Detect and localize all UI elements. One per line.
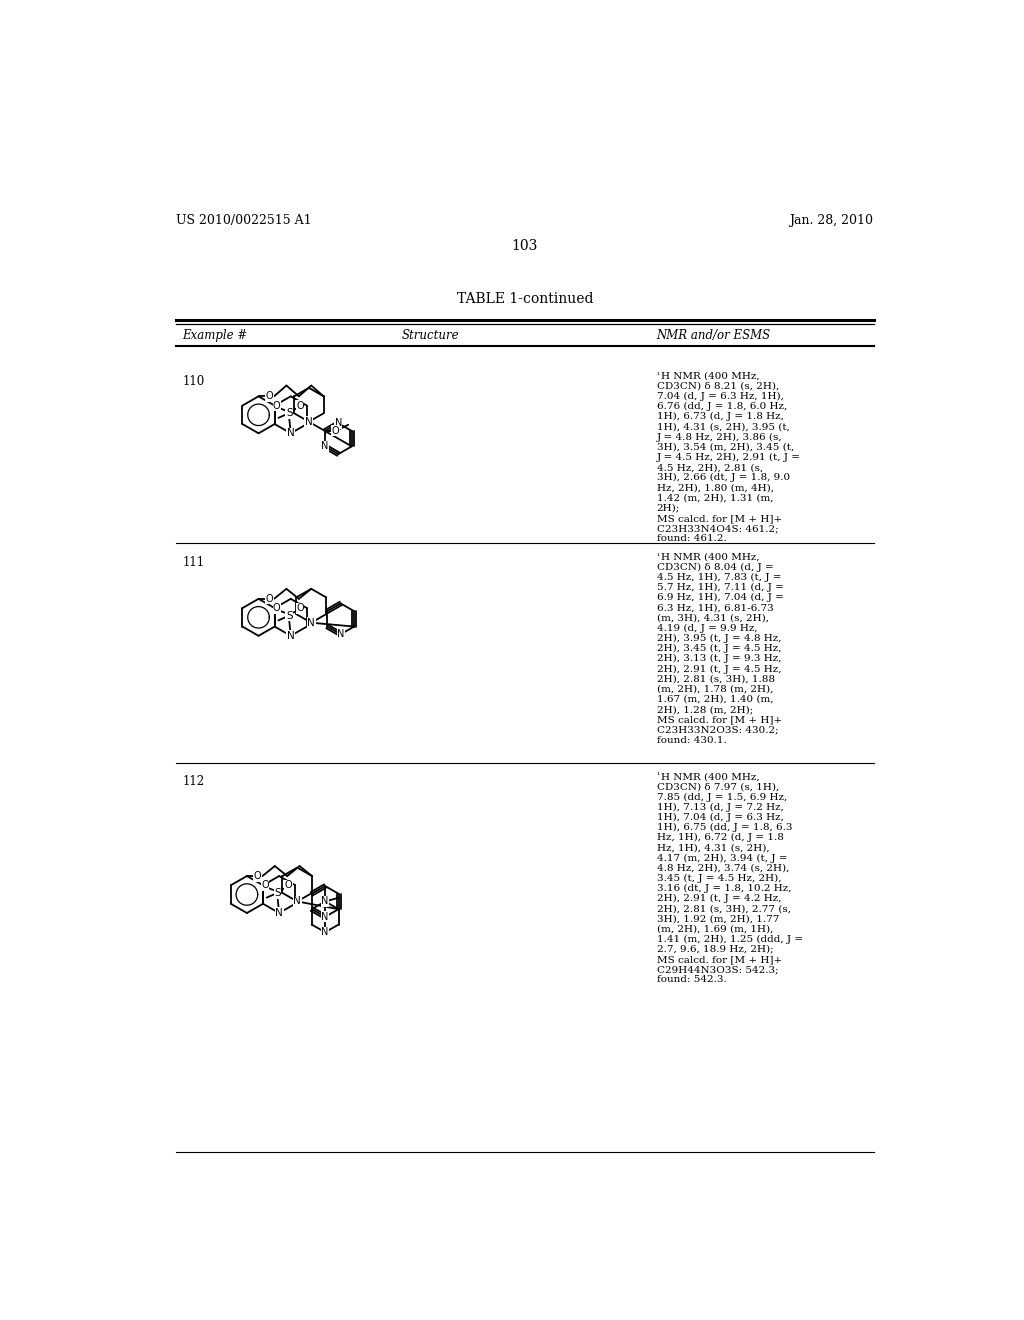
Text: 5.7 Hz, 1H), 7.11 (d, J =: 5.7 Hz, 1H), 7.11 (d, J = [656, 583, 783, 593]
Text: 6.9 Hz, 1H), 7.04 (d, J =: 6.9 Hz, 1H), 7.04 (d, J = [656, 593, 783, 602]
Text: 2.7, 9.6, 18.9 Hz, 2H);: 2.7, 9.6, 18.9 Hz, 2H); [656, 945, 773, 954]
Text: O: O [296, 400, 304, 411]
Text: Hz, 2H), 1.80 (m, 4H),: Hz, 2H), 1.80 (m, 4H), [656, 483, 773, 492]
Text: N: N [293, 896, 301, 907]
Text: O: O [285, 880, 292, 890]
Text: O: O [261, 880, 269, 890]
Text: H NMR (400 MHz,: H NMR (400 MHz, [662, 772, 760, 781]
Text: TABLE 1-continued: TABLE 1-continued [457, 292, 593, 306]
Text: Hz, 1H), 6.72 (d, J = 1.8: Hz, 1H), 6.72 (d, J = 1.8 [656, 833, 783, 842]
Text: 4.5 Hz, 1H), 7.83 (t, J =: 4.5 Hz, 1H), 7.83 (t, J = [656, 573, 781, 582]
Text: N: N [307, 618, 315, 628]
Text: O: O [273, 603, 281, 612]
Text: US 2010/0022515 A1: US 2010/0022515 A1 [176, 214, 311, 227]
Text: J = 4.8 Hz, 2H), 3.86 (s,: J = 4.8 Hz, 2H), 3.86 (s, [656, 433, 782, 442]
Text: 6.76 (dd, J = 1.8, 6.0 Hz,: 6.76 (dd, J = 1.8, 6.0 Hz, [656, 403, 786, 412]
Text: H NMR (400 MHz,: H NMR (400 MHz, [662, 553, 760, 561]
Text: 1.41 (m, 2H), 1.25 (ddd, J =: 1.41 (m, 2H), 1.25 (ddd, J = [656, 935, 803, 944]
Text: N: N [305, 417, 312, 426]
Text: 2H), 1.28 (m, 2H);: 2H), 1.28 (m, 2H); [656, 705, 753, 714]
Text: N: N [275, 908, 283, 917]
Text: ¹: ¹ [656, 772, 659, 780]
Text: N: N [337, 630, 344, 639]
Text: 3.45 (t, J = 4.5 Hz, 2H),: 3.45 (t, J = 4.5 Hz, 2H), [656, 874, 781, 883]
Text: 103: 103 [512, 239, 538, 253]
Text: MS calcd. for [M + H]+: MS calcd. for [M + H]+ [656, 956, 781, 964]
Text: 4.8 Hz, 2H), 3.74 (s, 2H),: 4.8 Hz, 2H), 3.74 (s, 2H), [656, 863, 788, 873]
Text: CD3CN) δ 7.97 (s, 1H),: CD3CN) δ 7.97 (s, 1H), [656, 783, 779, 791]
Text: (m, 2H), 1.78 (m, 2H),: (m, 2H), 1.78 (m, 2H), [656, 685, 773, 694]
Text: N: N [322, 927, 329, 937]
Text: 2H), 3.13 (t, J = 9.3 Hz,: 2H), 3.13 (t, J = 9.3 Hz, [656, 655, 781, 664]
Text: O: O [265, 594, 273, 603]
Text: 3H), 2.66 (dt, J = 1.8, 9.0: 3H), 2.66 (dt, J = 1.8, 9.0 [656, 474, 790, 482]
Text: 1H), 7.04 (d, J = 6.3 Hz,: 1H), 7.04 (d, J = 6.3 Hz, [656, 813, 783, 822]
Text: (m, 3H), 4.31 (s, 2H),: (m, 3H), 4.31 (s, 2H), [656, 614, 769, 623]
Text: Structure: Structure [401, 330, 459, 342]
Text: NMR and/or ESMS: NMR and/or ESMS [656, 330, 771, 342]
Text: 111: 111 [182, 556, 205, 569]
Text: 3H), 3.54 (m, 2H), 3.45 (t,: 3H), 3.54 (m, 2H), 3.45 (t, [656, 442, 794, 451]
Text: N: N [322, 896, 329, 907]
Text: 1H), 7.13 (d, J = 7.2 Hz,: 1H), 7.13 (d, J = 7.2 Hz, [656, 803, 783, 812]
Text: H NMR (400 MHz,: H NMR (400 MHz, [662, 372, 760, 380]
Text: 2H), 3.45 (t, J = 4.5 Hz,: 2H), 3.45 (t, J = 4.5 Hz, [656, 644, 781, 653]
Text: found: 542.3.: found: 542.3. [656, 975, 726, 985]
Text: N: N [335, 418, 342, 428]
Text: 6.3 Hz, 1H), 6.81-6.73: 6.3 Hz, 1H), 6.81-6.73 [656, 603, 773, 612]
Text: ¹: ¹ [656, 372, 659, 380]
Text: 1H), 6.73 (d, J = 1.8 Hz,: 1H), 6.73 (d, J = 1.8 Hz, [656, 412, 783, 421]
Text: 7.85 (dd, J = 1.5, 6.9 Hz,: 7.85 (dd, J = 1.5, 6.9 Hz, [656, 792, 786, 801]
Text: Jan. 28, 2010: Jan. 28, 2010 [790, 214, 873, 227]
Text: 2H), 2.81 (s, 3H), 2.77 (s,: 2H), 2.81 (s, 3H), 2.77 (s, [656, 904, 791, 913]
Text: 1.42 (m, 2H), 1.31 (m,: 1.42 (m, 2H), 1.31 (m, [656, 494, 773, 503]
Text: ¹: ¹ [656, 553, 659, 561]
Text: C23H33N4O4S: 461.2;: C23H33N4O4S: 461.2; [656, 524, 778, 533]
Text: Hz, 1H), 4.31 (s, 2H),: Hz, 1H), 4.31 (s, 2H), [656, 843, 769, 853]
Text: 2H);: 2H); [656, 504, 680, 513]
Text: O: O [265, 391, 273, 401]
Text: C29H44N3O3S: 542.3;: C29H44N3O3S: 542.3; [656, 965, 778, 974]
Text: 110: 110 [182, 375, 205, 388]
Text: 7.04 (d, J = 6.3 Hz, 1H),: 7.04 (d, J = 6.3 Hz, 1H), [656, 392, 783, 401]
Text: 2H), 2.81 (s, 3H), 1.88: 2H), 2.81 (s, 3H), 1.88 [656, 675, 774, 684]
Text: 4.17 (m, 2H), 3.94 (t, J =: 4.17 (m, 2H), 3.94 (t, J = [656, 854, 787, 862]
Text: N: N [322, 441, 329, 451]
Text: CD3CN) δ 8.04 (d, J =: CD3CN) δ 8.04 (d, J = [656, 562, 773, 572]
Text: S: S [286, 611, 293, 620]
Text: MS calcd. for [M + H]+: MS calcd. for [M + H]+ [656, 715, 781, 725]
Text: S: S [286, 408, 293, 418]
Text: O: O [296, 603, 304, 612]
Text: 4.19 (d, J = 9.9 Hz,: 4.19 (d, J = 9.9 Hz, [656, 624, 757, 632]
Text: S: S [274, 888, 281, 898]
Text: CD3CN) δ 8.21 (s, 2H),: CD3CN) δ 8.21 (s, 2H), [656, 381, 779, 391]
Text: 1.67 (m, 2H), 1.40 (m,: 1.67 (m, 2H), 1.40 (m, [656, 694, 773, 704]
Text: 2H), 2.91 (t, J = 4.2 Hz,: 2H), 2.91 (t, J = 4.2 Hz, [656, 894, 781, 903]
Text: 112: 112 [182, 775, 205, 788]
Text: O: O [254, 871, 261, 880]
Text: 3.16 (dt, J = 1.8, 10.2 Hz,: 3.16 (dt, J = 1.8, 10.2 Hz, [656, 884, 792, 894]
Text: O: O [332, 426, 340, 436]
Text: 3H), 1.92 (m, 2H), 1.77: 3H), 1.92 (m, 2H), 1.77 [656, 915, 779, 924]
Text: Example #: Example # [182, 330, 248, 342]
Text: N: N [287, 631, 295, 640]
Text: (m, 2H), 1.69 (m, 1H),: (m, 2H), 1.69 (m, 1H), [656, 924, 773, 933]
Text: 1H), 6.75 (dd, J = 1.8, 6.3: 1H), 6.75 (dd, J = 1.8, 6.3 [656, 822, 792, 832]
Text: found: 430.1.: found: 430.1. [656, 735, 726, 744]
Text: 4.5 Hz, 2H), 2.81 (s,: 4.5 Hz, 2H), 2.81 (s, [656, 463, 763, 473]
Text: 1H), 4.31 (s, 2H), 3.95 (t,: 1H), 4.31 (s, 2H), 3.95 (t, [656, 422, 790, 432]
Text: N: N [322, 912, 329, 921]
Text: 2H), 3.95 (t, J = 4.8 Hz,: 2H), 3.95 (t, J = 4.8 Hz, [656, 634, 781, 643]
Text: C23H33N2O3S: 430.2;: C23H33N2O3S: 430.2; [656, 726, 778, 734]
Text: 2H), 2.91 (t, J = 4.5 Hz,: 2H), 2.91 (t, J = 4.5 Hz, [656, 664, 781, 673]
Text: J = 4.5 Hz, 2H), 2.91 (t, J =: J = 4.5 Hz, 2H), 2.91 (t, J = [656, 453, 801, 462]
Text: MS calcd. for [M + H]+: MS calcd. for [M + H]+ [656, 513, 781, 523]
Text: found: 461.2.: found: 461.2. [656, 535, 726, 544]
Text: O: O [273, 400, 281, 411]
Text: N: N [287, 428, 295, 438]
